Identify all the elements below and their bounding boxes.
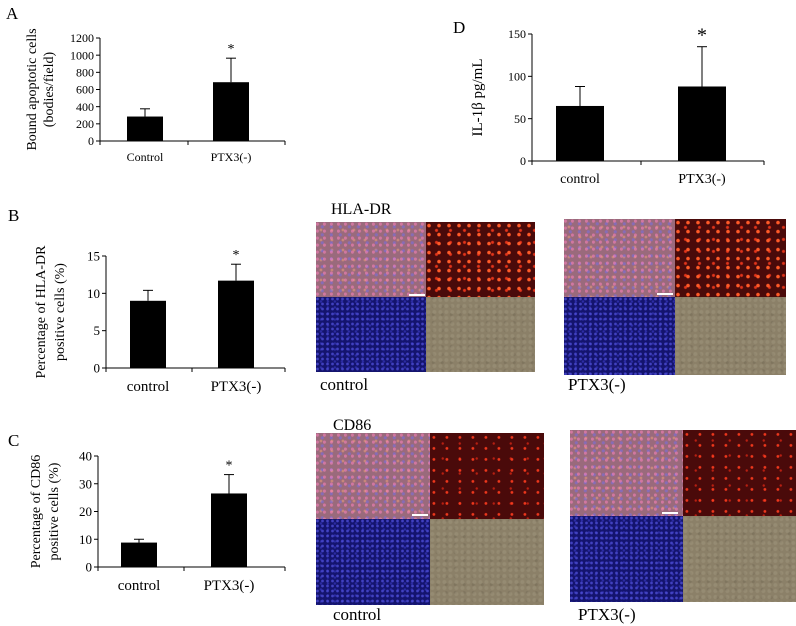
x-category-label: PTX3(-) <box>678 172 726 187</box>
bar <box>130 300 166 368</box>
scale-bar <box>409 294 425 296</box>
hla-ptx3-micrograph <box>564 219 786 375</box>
merge-channel-image <box>570 430 683 516</box>
y-tick-label: 20 <box>79 504 92 519</box>
red-channel-image <box>430 433 544 519</box>
cd86-ptx3-micrograph <box>570 430 796 602</box>
y-tick-label: 150 <box>508 27 526 41</box>
significance-marker: * <box>226 459 233 474</box>
y-tick-label: 0 <box>86 560 93 575</box>
y-tick-label: 5 <box>94 323 101 338</box>
blue-channel-image <box>316 297 426 372</box>
y-axis-label: Percentage of CD86 <box>29 455 44 569</box>
y-axis-label: Bound apoptotic cells <box>25 28 40 150</box>
x-category-label: Control <box>127 150 164 164</box>
y-tick-label: 100 <box>508 70 526 84</box>
x-category-label: control <box>127 379 170 395</box>
y-tick-label: 1000 <box>70 48 94 62</box>
y-axis-label: positive cells (%) <box>47 462 62 560</box>
phase-contrast-image <box>430 519 544 605</box>
bar <box>556 105 604 161</box>
bar <box>678 86 726 161</box>
y-tick-label: 10 <box>79 532 92 547</box>
cd86-control-label: control <box>333 605 381 624</box>
y-tick-label: 0 <box>520 154 526 168</box>
significance-marker: * <box>228 42 235 57</box>
cd86-ptx3-label: PTX3(-) <box>578 605 636 624</box>
blue-channel-image <box>564 297 675 375</box>
scale-bar <box>657 293 673 295</box>
y-tick-label: 400 <box>76 100 94 114</box>
merge-channel-image <box>564 219 675 297</box>
x-category-label: control <box>560 172 600 187</box>
y-tick-label: 0 <box>94 361 101 376</box>
scale-bar <box>412 514 428 516</box>
hla-ptx3-label: PTX3(-) <box>568 375 626 394</box>
chart-a: 0 200 400 600 800 1000 1200 Control * PTX3(-) Boun… <box>25 28 286 164</box>
y-axis-label: positive cells (%) <box>53 263 68 361</box>
y-tick-label: 200 <box>76 117 94 131</box>
panel-letter-d: D <box>453 18 465 37</box>
hla-control-label: control <box>320 375 368 394</box>
panel-letter-c: C <box>8 431 19 450</box>
y-tick-label: 30 <box>79 476 92 491</box>
cd86-micrograph-title: CD86 <box>333 417 371 434</box>
significance-marker: * <box>233 248 240 263</box>
y-tick-label: 15 <box>87 249 100 264</box>
merge-channel-image <box>316 433 430 519</box>
chart-d: 0 50 100 150 control * PTX3(-) IL-1β pg/mL <box>470 25 765 187</box>
y-tick-label: 10 <box>87 286 100 301</box>
y-tick-label: 50 <box>514 112 526 126</box>
red-channel-image <box>675 219 786 297</box>
y-tick-label: 1200 <box>70 31 94 45</box>
red-channel-image <box>425 222 535 297</box>
panel-letter-b: B <box>8 206 19 225</box>
bar <box>121 542 157 567</box>
hla-micrograph-title: HLA-DR <box>331 201 392 218</box>
phase-contrast-image <box>425 297 535 372</box>
chart-b: 0 5 10 15 control * PTX3(-) Percentage of HLA-D… <box>34 245 286 395</box>
blue-channel-image <box>570 516 683 602</box>
hla-control-micrograph <box>316 222 535 372</box>
y-axis-label: IL-1β pg/mL <box>470 58 486 136</box>
bar <box>127 116 163 141</box>
bar <box>213 82 249 141</box>
chart-c: 0 10 20 30 40 control * PTX3(-) Percentage of CD… <box>29 449 286 594</box>
merge-channel-image <box>316 222 426 297</box>
y-axis-label: (bodies/field) <box>42 51 57 127</box>
red-channel-image <box>683 430 796 516</box>
x-category-label: PTX3(-) <box>211 379 262 395</box>
x-category-label: control <box>118 578 161 594</box>
x-category-label: PTX3(-) <box>211 150 252 164</box>
y-tick-label: 600 <box>76 83 94 97</box>
significance-marker: * <box>697 25 707 47</box>
y-tick-label: 800 <box>76 66 94 80</box>
y-axis-label: Percentage of HLA-DR <box>34 245 49 379</box>
cd86-control-micrograph <box>316 433 544 605</box>
bar <box>218 280 254 368</box>
x-category-label: PTX3(-) <box>204 578 255 594</box>
bar <box>211 493 247 567</box>
scale-bar <box>662 512 678 514</box>
phase-contrast-image <box>675 297 786 375</box>
phase-contrast-image <box>683 516 796 602</box>
y-tick-label: 0 <box>88 134 94 148</box>
y-tick-label: 40 <box>79 449 92 464</box>
blue-channel-image <box>316 519 430 605</box>
panel-letter-a: A <box>6 4 19 23</box>
